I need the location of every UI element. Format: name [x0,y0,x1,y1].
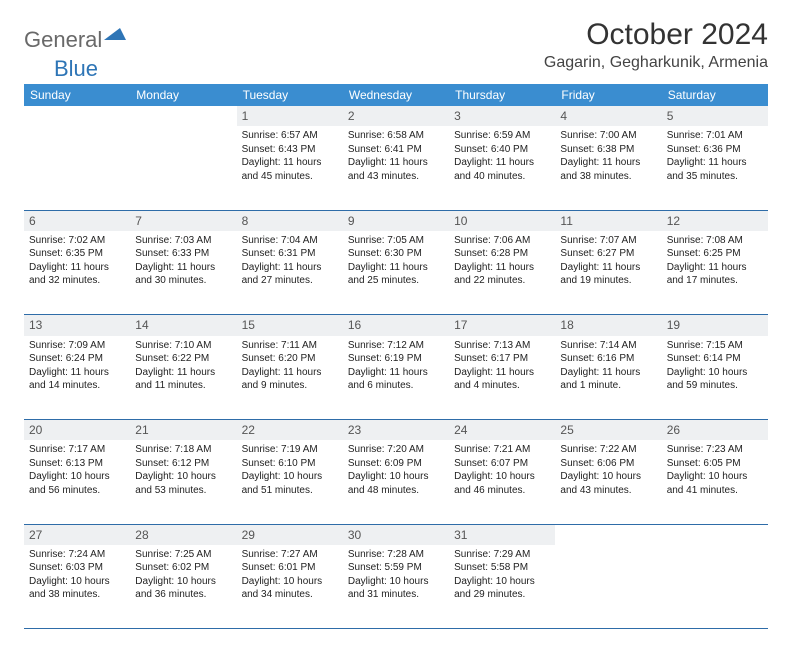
weekday-header: Saturday [662,84,768,106]
day-cell: Sunrise: 7:04 AM Sunset: 6:31 PM Dayligh… [237,231,343,315]
weekday-header: Tuesday [237,84,343,106]
day-cell: Sunrise: 7:00 AM Sunset: 6:38 PM Dayligh… [555,126,661,210]
day-cell: Sunrise: 7:20 AM Sunset: 6:09 PM Dayligh… [343,440,449,524]
day-cell: Sunrise: 6:59 AM Sunset: 6:40 PM Dayligh… [449,126,555,210]
weekday-header: Friday [555,84,661,106]
day-cell: Sunrise: 7:23 AM Sunset: 6:05 PM Dayligh… [662,440,768,524]
day-number: 6 [24,210,130,231]
day-cell: Sunrise: 7:12 AM Sunset: 6:19 PM Dayligh… [343,336,449,420]
day-cell: Sunrise: 7:06 AM Sunset: 6:28 PM Dayligh… [449,231,555,315]
day-number: 29 [237,524,343,545]
day-number [24,106,130,126]
day-number: 11 [555,210,661,231]
day-number: 10 [449,210,555,231]
day-content-row: Sunrise: 7:02 AM Sunset: 6:35 PM Dayligh… [24,231,768,315]
day-cell: Sunrise: 7:29 AM Sunset: 5:58 PM Dayligh… [449,545,555,629]
day-number: 23 [343,420,449,441]
logo-triangle-icon [104,24,126,45]
day-cell: Sunrise: 6:58 AM Sunset: 6:41 PM Dayligh… [343,126,449,210]
day-number: 1 [237,106,343,126]
day-number: 26 [662,420,768,441]
weekday-header: Wednesday [343,84,449,106]
weekday-header: Thursday [449,84,555,106]
day-number: 15 [237,315,343,336]
day-number: 22 [237,420,343,441]
day-number: 16 [343,315,449,336]
day-content-row: Sunrise: 7:24 AM Sunset: 6:03 PM Dayligh… [24,545,768,629]
day-number-row: 2728293031 [24,524,768,545]
day-number: 8 [237,210,343,231]
day-content-row: Sunrise: 7:09 AM Sunset: 6:24 PM Dayligh… [24,336,768,420]
day-number-row: 20212223242526 [24,420,768,441]
day-number-row: 6789101112 [24,210,768,231]
calendar-table: SundayMondayTuesdayWednesdayThursdayFrid… [24,84,768,629]
day-number-row: 12345 [24,106,768,126]
day-number: 21 [130,420,236,441]
logo-text-general: General [24,27,102,53]
day-cell: Sunrise: 7:21 AM Sunset: 6:07 PM Dayligh… [449,440,555,524]
day-number [662,524,768,545]
day-cell: Sunrise: 7:17 AM Sunset: 6:13 PM Dayligh… [24,440,130,524]
day-number: 5 [662,106,768,126]
day-cell [662,545,768,629]
day-number: 28 [130,524,236,545]
day-cell: Sunrise: 7:18 AM Sunset: 6:12 PM Dayligh… [130,440,236,524]
day-number: 13 [24,315,130,336]
day-cell: Sunrise: 7:05 AM Sunset: 6:30 PM Dayligh… [343,231,449,315]
day-number: 20 [24,420,130,441]
day-cell: Sunrise: 7:10 AM Sunset: 6:22 PM Dayligh… [130,336,236,420]
day-cell [555,545,661,629]
day-cell: Sunrise: 7:03 AM Sunset: 6:33 PM Dayligh… [130,231,236,315]
calendar-page: General October 2024 Gagarin, Gegharkuni… [0,0,792,647]
day-number: 12 [662,210,768,231]
day-number: 9 [343,210,449,231]
day-number: 18 [555,315,661,336]
day-number: 3 [449,106,555,126]
month-title: October 2024 [544,18,768,52]
day-number: 4 [555,106,661,126]
day-cell: Sunrise: 7:09 AM Sunset: 6:24 PM Dayligh… [24,336,130,420]
day-cell: Sunrise: 7:07 AM Sunset: 6:27 PM Dayligh… [555,231,661,315]
day-content-row: Sunrise: 6:57 AM Sunset: 6:43 PM Dayligh… [24,126,768,210]
day-number: 27 [24,524,130,545]
day-cell: Sunrise: 6:57 AM Sunset: 6:43 PM Dayligh… [237,126,343,210]
day-number: 31 [449,524,555,545]
day-cell: Sunrise: 7:14 AM Sunset: 6:16 PM Dayligh… [555,336,661,420]
day-cell: Sunrise: 7:11 AM Sunset: 6:20 PM Dayligh… [237,336,343,420]
day-cell [24,126,130,210]
day-cell: Sunrise: 7:25 AM Sunset: 6:02 PM Dayligh… [130,545,236,629]
day-number [555,524,661,545]
logo: General [24,18,126,55]
day-number: 7 [130,210,236,231]
day-number: 25 [555,420,661,441]
day-number [130,106,236,126]
logo-text-blue: Blue [54,56,98,82]
location-subtitle: Gagarin, Gegharkunik, Armenia [544,54,768,72]
day-cell [130,126,236,210]
day-number: 24 [449,420,555,441]
day-cell: Sunrise: 7:22 AM Sunset: 6:06 PM Dayligh… [555,440,661,524]
weekday-header: Monday [130,84,236,106]
day-number: 19 [662,315,768,336]
day-number: 17 [449,315,555,336]
day-number: 30 [343,524,449,545]
day-cell: Sunrise: 7:15 AM Sunset: 6:14 PM Dayligh… [662,336,768,420]
day-cell: Sunrise: 7:13 AM Sunset: 6:17 PM Dayligh… [449,336,555,420]
day-number-row: 13141516171819 [24,315,768,336]
page-header: General October 2024 Gagarin, Gegharkuni… [24,18,768,72]
day-number: 2 [343,106,449,126]
day-cell: Sunrise: 7:24 AM Sunset: 6:03 PM Dayligh… [24,545,130,629]
calendar-header-row: SundayMondayTuesdayWednesdayThursdayFrid… [24,84,768,106]
title-block: October 2024 Gagarin, Gegharkunik, Armen… [544,18,768,72]
day-cell: Sunrise: 7:02 AM Sunset: 6:35 PM Dayligh… [24,231,130,315]
day-cell: Sunrise: 7:01 AM Sunset: 6:36 PM Dayligh… [662,126,768,210]
day-cell: Sunrise: 7:28 AM Sunset: 5:59 PM Dayligh… [343,545,449,629]
day-cell: Sunrise: 7:27 AM Sunset: 6:01 PM Dayligh… [237,545,343,629]
day-cell: Sunrise: 7:08 AM Sunset: 6:25 PM Dayligh… [662,231,768,315]
day-cell: Sunrise: 7:19 AM Sunset: 6:10 PM Dayligh… [237,440,343,524]
day-content-row: Sunrise: 7:17 AM Sunset: 6:13 PM Dayligh… [24,440,768,524]
day-number: 14 [130,315,236,336]
weekday-header: Sunday [24,84,130,106]
